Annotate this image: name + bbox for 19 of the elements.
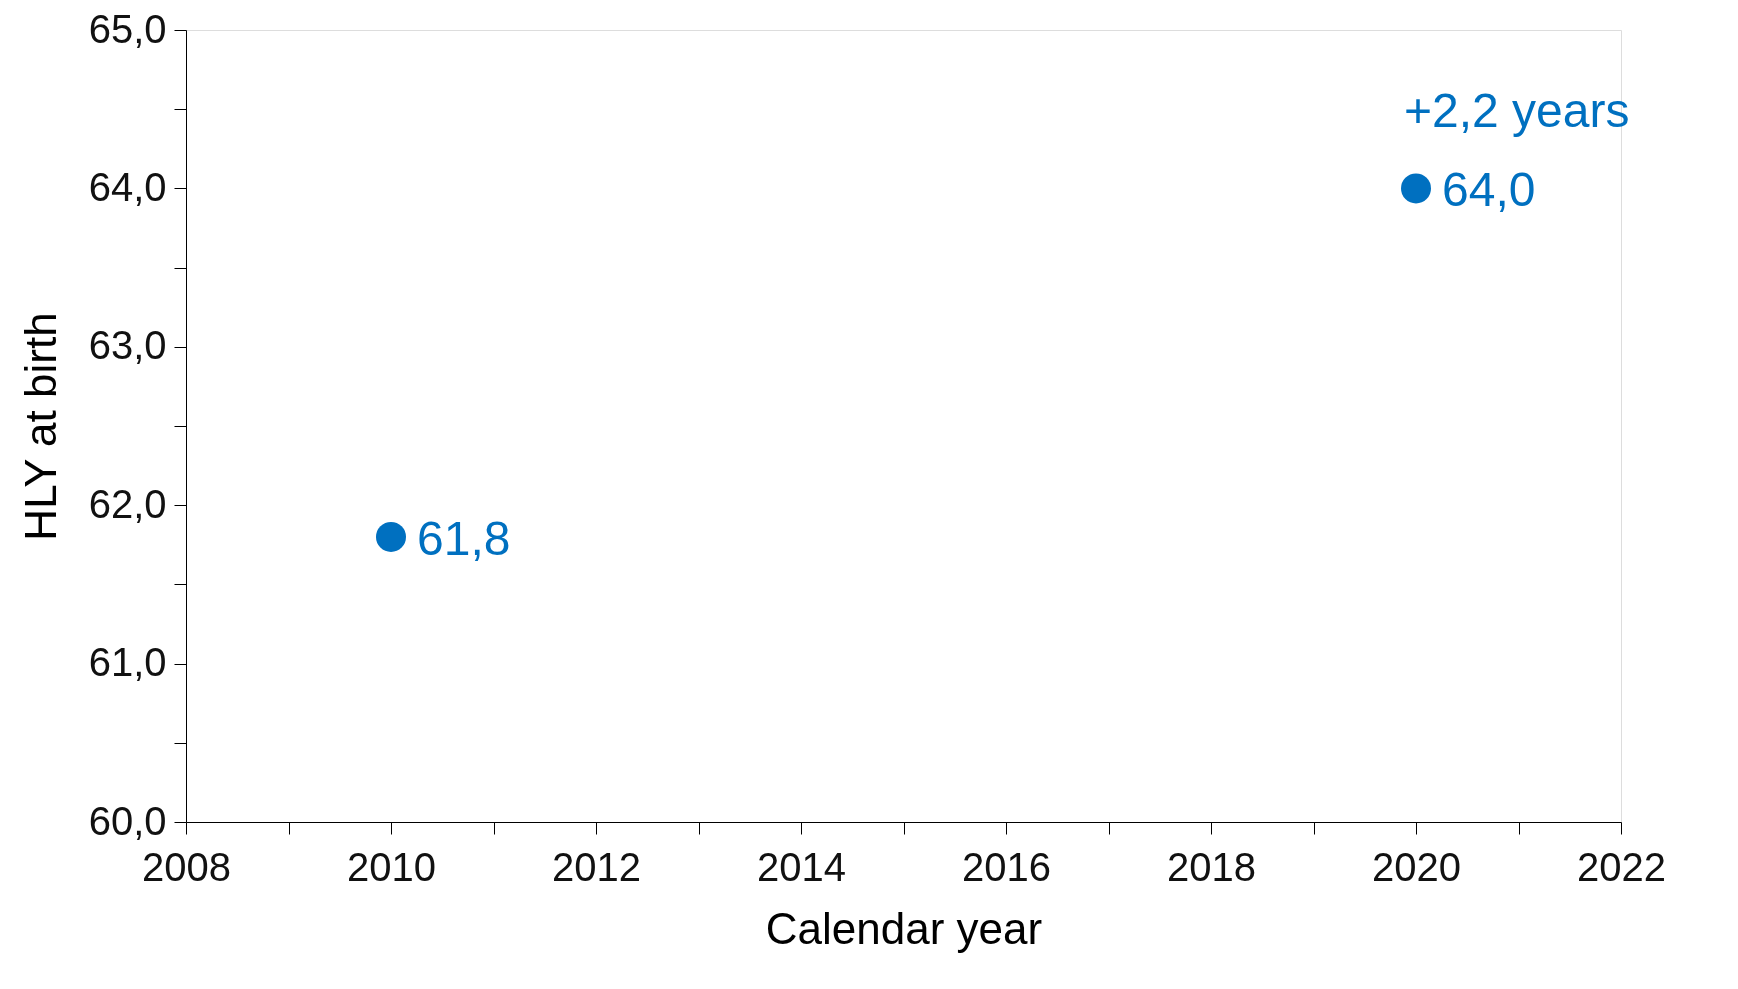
x-tick-label: 2012 [552,844,641,889]
x-tick-label: 2016 [962,844,1051,889]
y-tick-label: 62,0 [88,481,167,526]
y-tick-label: 60,0 [88,798,167,843]
x-axis-title: Calendar year [765,903,1043,953]
y-tick-label: 65,0 [88,6,167,51]
y-tick-label: 61,0 [88,640,167,685]
y-axis-title: HLY at birth [15,312,65,541]
data-label: 64,0 [1442,163,1536,217]
data-label: 61,8 [417,511,511,565]
x-tick-label: 2014 [757,844,846,889]
annotation: +2,2 years [1404,84,1630,138]
x-tick-label: 2008 [142,844,231,889]
x-tick-label: 2022 [1577,844,1666,889]
x-tick-label: 2018 [1167,844,1256,889]
x-tick-label: 2010 [347,844,436,889]
x-tick-label: 2020 [1372,844,1461,889]
y-tick-label: 63,0 [88,323,167,368]
y-tick-label: 64,0 [88,164,167,209]
